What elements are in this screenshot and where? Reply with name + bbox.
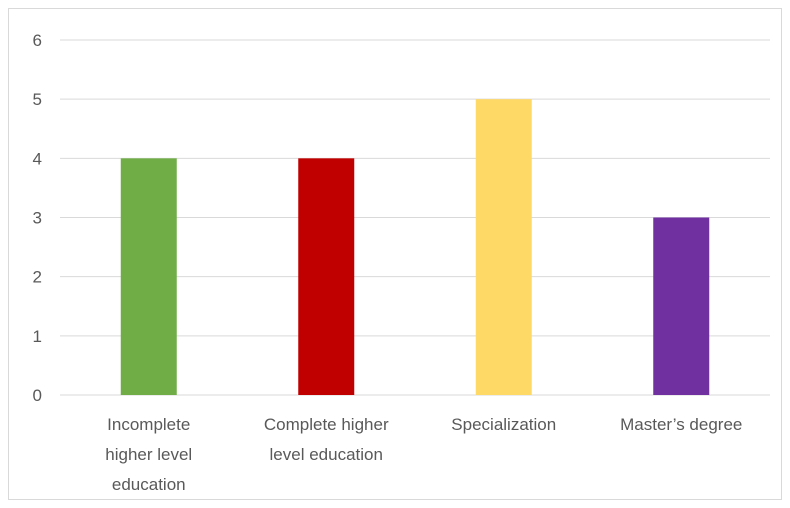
bar-3 — [653, 217, 710, 395]
gridlines — [60, 39, 770, 396]
x-category-label-line: Complete higher — [264, 415, 389, 434]
x-category-label-line: Specialization — [451, 415, 556, 434]
x-category-label: Incomplete higher level education — [105, 415, 192, 494]
bars — [120, 99, 710, 396]
x-category-label-line: level education — [270, 445, 383, 464]
y-tick-label: 1 — [33, 327, 42, 346]
y-tick-label: 3 — [33, 209, 42, 228]
bar-1 — [298, 158, 355, 395]
y-tick-label: 2 — [33, 268, 42, 287]
x-category-label: Master’s degree — [620, 415, 742, 434]
x-category-label-line: education — [112, 475, 186, 494]
x-category-label-line: Master’s degree — [620, 415, 742, 434]
y-tick-label: 4 — [33, 149, 42, 168]
y-tick-label: 0 — [33, 386, 42, 405]
x-category-label: Complete higher level education — [264, 415, 389, 464]
y-tick-label: 6 — [33, 31, 42, 50]
x-axis-labels: Incomplete higher level education Complete … — [105, 415, 742, 494]
y-tick-label: 5 — [33, 90, 42, 109]
x-category-label-line: higher level — [105, 445, 192, 464]
y-axis-ticks: 0 1 2 3 4 5 6 — [33, 31, 42, 405]
bar-2 — [475, 99, 532, 396]
x-category-label: Specialization — [451, 415, 556, 434]
bar-0 — [120, 158, 177, 395]
x-category-label-line: Incomplete — [107, 415, 190, 434]
